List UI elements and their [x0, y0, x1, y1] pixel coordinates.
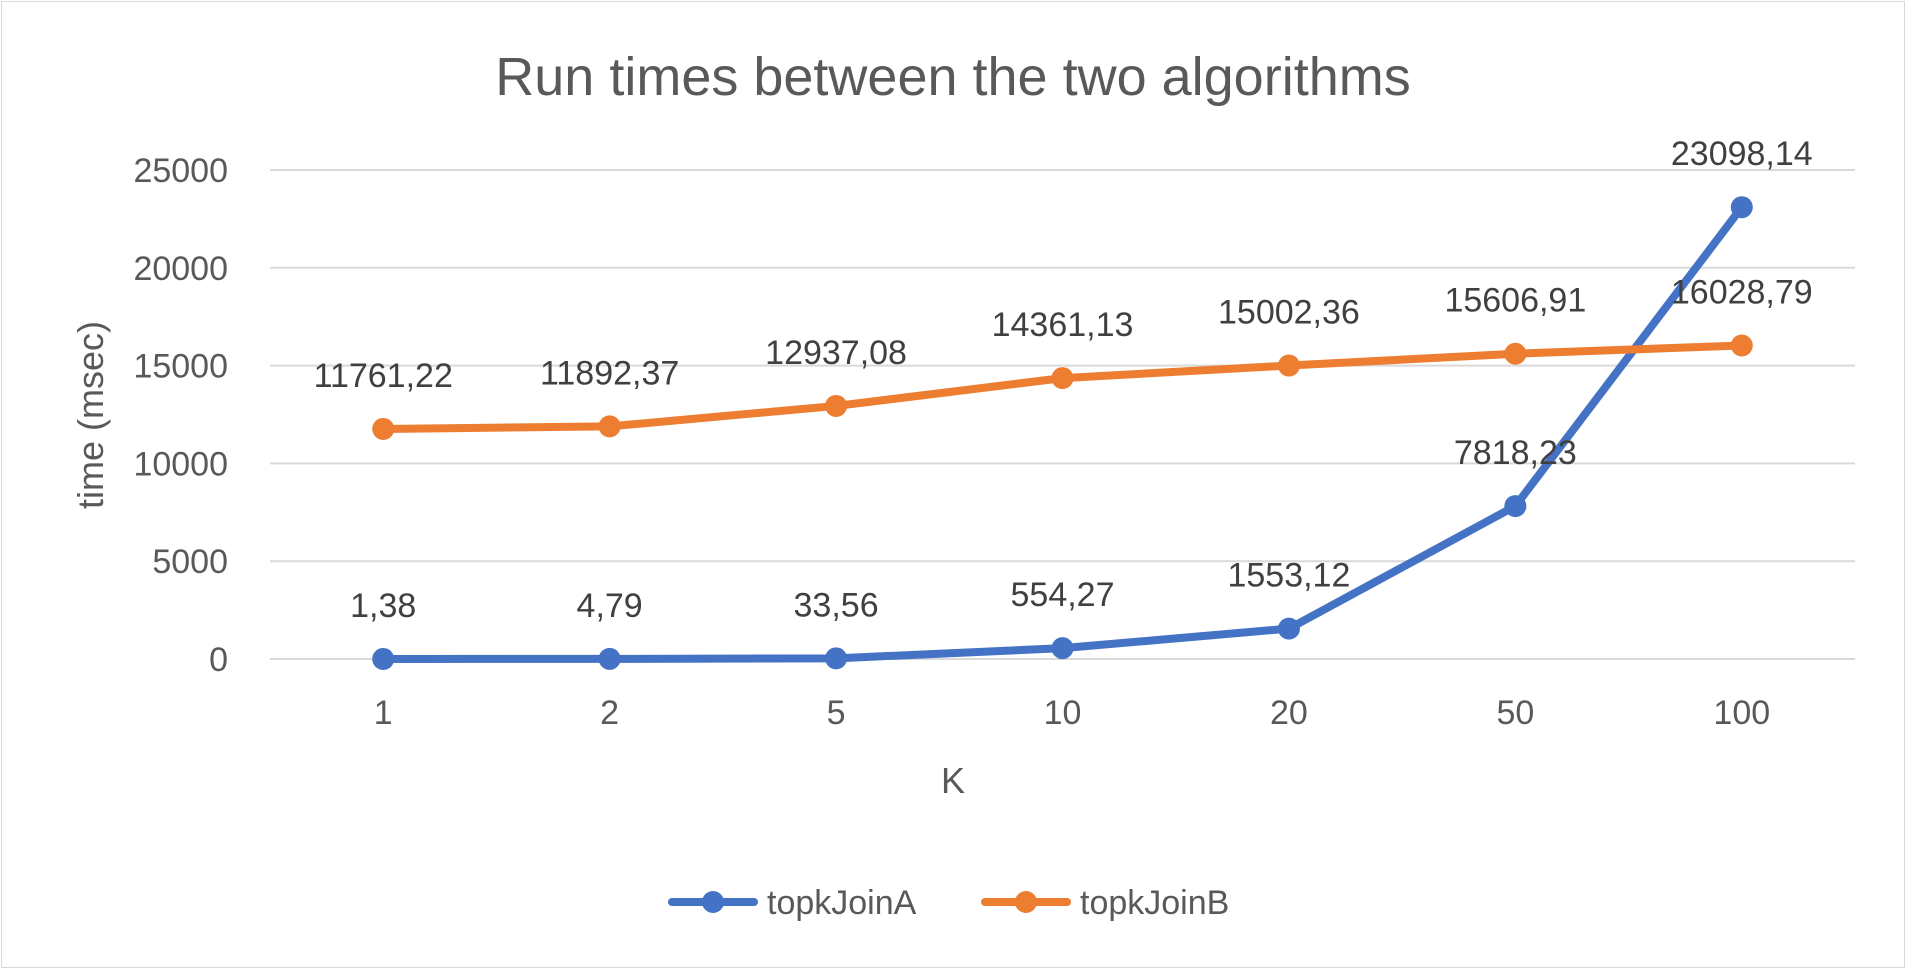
data-point — [598, 647, 621, 670]
x-axis-title: K — [941, 760, 965, 801]
data-label: 4,79 — [577, 587, 643, 625]
y-tick-label: 20000 — [133, 250, 228, 288]
legend-label: topkJoinA — [767, 884, 917, 922]
data-label: 16028,79 — [1671, 273, 1813, 311]
chart-title: Run times between the two algorithms — [495, 47, 1410, 107]
x-tick-label: 5 — [827, 694, 846, 732]
data-label: 554,27 — [1011, 576, 1115, 614]
data-point — [1051, 637, 1074, 660]
data-point — [372, 647, 395, 670]
series-topkJoinA — [372, 196, 1753, 670]
data-point — [1504, 342, 1527, 365]
x-tick-label: 1 — [374, 694, 393, 732]
x-tick-label: 50 — [1496, 694, 1534, 732]
data-point — [1730, 334, 1753, 357]
x-tick-label: 2 — [600, 694, 619, 732]
data-label: 14361,13 — [992, 306, 1134, 344]
y-tick-label: 5000 — [152, 543, 228, 581]
data-label: 1553,12 — [1227, 557, 1350, 595]
data-labels: 1,38 4,79 33,56 554,27 1553,12 7818,23 23098,1… — [314, 135, 1813, 625]
legend-item-topkJoinB: topkJoinB — [981, 884, 1229, 922]
data-label: 7818,23 — [1454, 434, 1577, 472]
x-tick-label: 10 — [1044, 694, 1082, 732]
x-tick-label: 20 — [1270, 694, 1308, 732]
data-point — [1730, 196, 1753, 219]
data-label: 1,38 — [350, 587, 416, 625]
legend: topkJoinA topkJoinB — [668, 884, 1229, 922]
data-point — [372, 417, 395, 440]
data-point — [825, 647, 848, 670]
data-point — [825, 394, 848, 417]
y-tick-label: 25000 — [133, 152, 228, 190]
data-label: 11892,37 — [540, 354, 679, 392]
series-layer — [372, 196, 1753, 670]
data-label: 23098,14 — [1671, 135, 1813, 173]
legend-marker — [702, 891, 724, 913]
y-tick-label: 15000 — [133, 348, 228, 386]
data-point — [1051, 367, 1074, 390]
data-label: 11761,22 — [314, 357, 453, 395]
data-point — [1504, 495, 1527, 518]
x-tick-label: 100 — [1713, 694, 1770, 732]
series-topkJoinB — [372, 334, 1753, 440]
data-point — [1277, 617, 1300, 640]
legend-label: topkJoinB — [1080, 884, 1229, 922]
x-axis-ticks: 1 2 5 10 20 50 100 — [374, 694, 1770, 732]
data-label: 33,56 — [794, 586, 879, 624]
y-tick-label: 10000 — [133, 445, 228, 483]
data-label: 12937,08 — [765, 334, 907, 372]
data-point — [598, 415, 621, 438]
y-axis-ticks: 0 5000 10000 15000 20000 25000 — [133, 152, 228, 679]
data-label: 15606,91 — [1444, 282, 1586, 320]
legend-item-topkJoinA: topkJoinA — [668, 884, 917, 922]
legend-marker — [1015, 891, 1037, 913]
data-label: 15002,36 — [1218, 294, 1360, 332]
y-tick-label: 0 — [209, 641, 228, 679]
data-point — [1277, 354, 1300, 377]
y-axis-title: time (msec) — [70, 321, 111, 509]
